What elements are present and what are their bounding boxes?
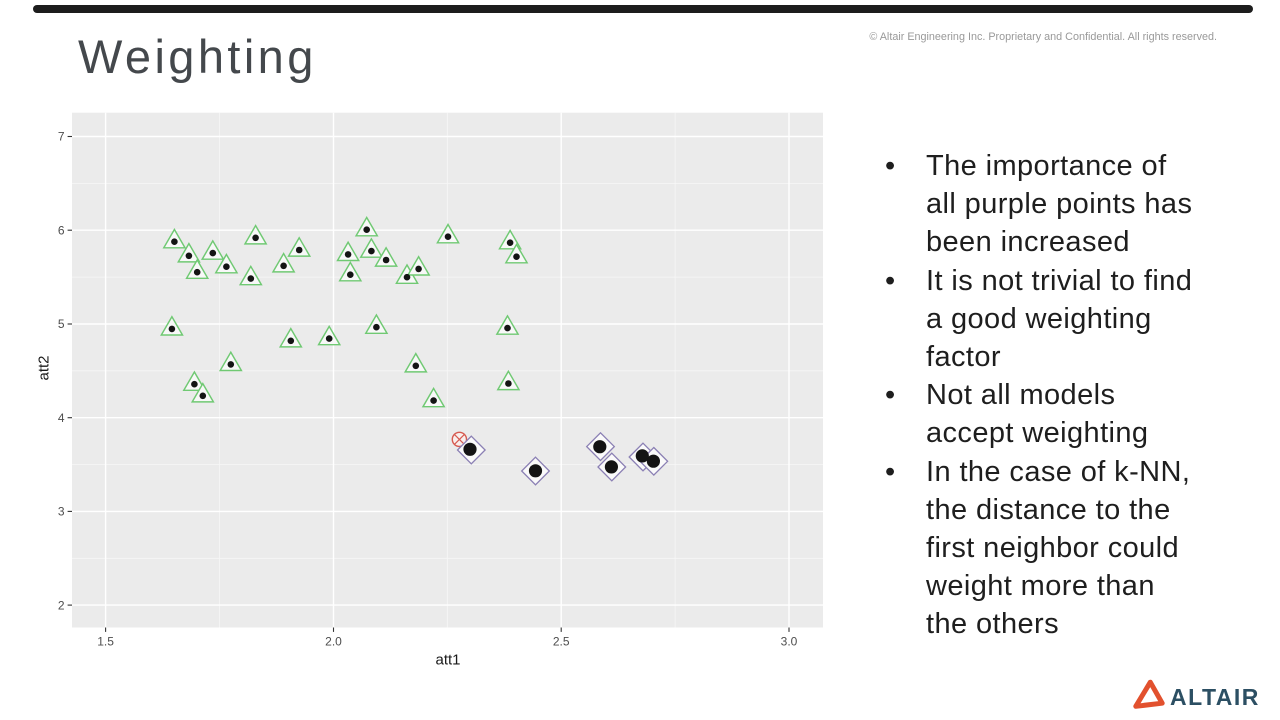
svg-text:4: 4 — [58, 411, 65, 425]
svg-text:5: 5 — [58, 317, 65, 331]
svg-text:att2: att2 — [36, 355, 53, 380]
svg-text:att1: att1 — [435, 652, 460, 669]
svg-text:1.5: 1.5 — [97, 635, 114, 649]
svg-text:7: 7 — [58, 130, 65, 144]
svg-text:2.0: 2.0 — [325, 635, 342, 649]
svg-text:2: 2 — [58, 598, 65, 612]
svg-text:3.0: 3.0 — [781, 635, 798, 649]
svg-text:2.5: 2.5 — [553, 635, 570, 649]
svg-text:3: 3 — [58, 505, 65, 519]
svg-text:6: 6 — [58, 223, 65, 237]
svg-text:ALTAIR: ALTAIR — [1170, 684, 1260, 710]
